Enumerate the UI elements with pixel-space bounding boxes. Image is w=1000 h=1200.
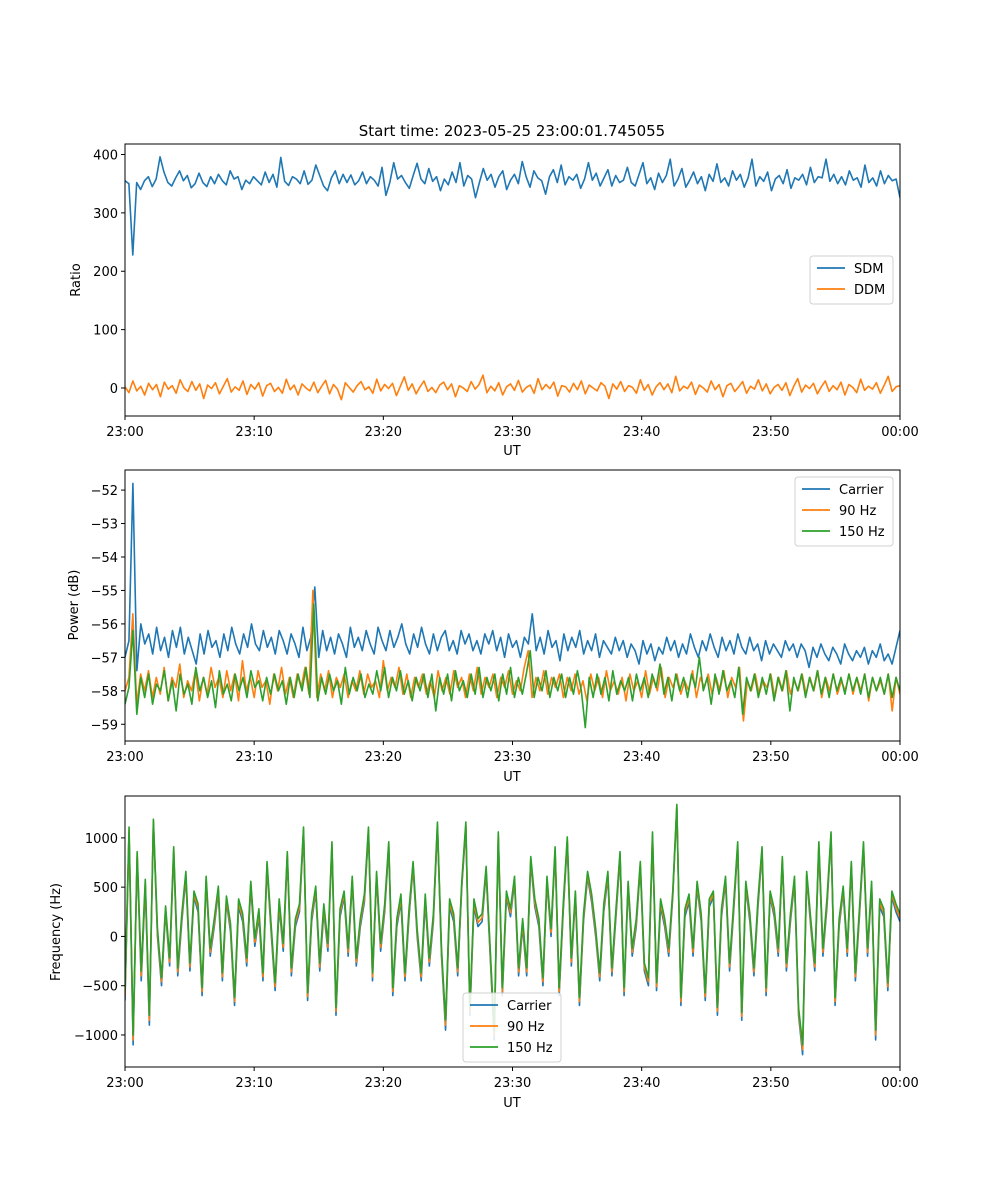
series-line-150-hz — [125, 803, 900, 1046]
y-tick-label: −1000 — [74, 1029, 118, 1044]
legend-label: 150 Hz — [507, 1041, 553, 1056]
y-tick-label: −59 — [91, 718, 118, 733]
legend-label: 150 Hz — [839, 525, 885, 540]
y-axis-label-frequency: Frequency (Hz) — [49, 883, 64, 981]
y-axis-label-power: Power (dB) — [67, 570, 82, 641]
x-axis-label-frequency: UT — [503, 1096, 521, 1111]
legend-label: Carrier — [507, 999, 552, 1014]
series-line-sdm — [125, 156, 900, 256]
y-tick-label: 200 — [93, 265, 118, 280]
x-tick-label: 23:20 — [365, 750, 402, 765]
x-tick-label: 23:30 — [494, 750, 531, 765]
y-tick-label: −58 — [91, 685, 118, 700]
x-tick-label: 23:00 — [106, 1076, 143, 1091]
y-tick-label: 400 — [93, 149, 118, 164]
legend-label: 90 Hz — [839, 504, 876, 519]
x-tick-label: 23:20 — [365, 425, 402, 440]
y-tick-label: −56 — [91, 618, 118, 633]
series-line-ddm — [125, 374, 900, 401]
legend-label: 90 Hz — [507, 1020, 544, 1035]
panel-frequency: 23:00 23:10 23:20 23:30 23:40 23:50 00:00 1000 5… — [49, 795, 919, 1111]
y-tick-label: 1000 — [85, 832, 118, 847]
x-axis-label-ratio: UT — [503, 444, 521, 459]
x-tick-label: 23:10 — [235, 425, 272, 440]
legend-label: SDM — [854, 262, 883, 277]
y-tick-label: −55 — [91, 584, 118, 599]
legend-box — [794, 476, 894, 547]
y-tick-label: 0 — [110, 930, 118, 945]
x-tick-label: 23:30 — [494, 1076, 531, 1091]
x-tick-label: 23:30 — [494, 425, 531, 440]
x-tick-label: 23:50 — [752, 1076, 789, 1091]
plot-area-power: 23:00 23:10 23:20 23:30 23:40 23:50 00:00 −52 −5… — [91, 469, 919, 765]
y-tick-label: −54 — [91, 551, 118, 566]
y-axis-label-ratio: Ratio — [69, 263, 84, 296]
y-tick-label: −57 — [91, 651, 118, 666]
y-tick-label: 300 — [93, 207, 118, 222]
x-tick-label: 00:00 — [881, 1076, 918, 1091]
legend-power: Carrier 90 Hz 150 Hz — [794, 476, 894, 547]
x-tick-label: 23:40 — [623, 425, 660, 440]
y-tick-label: −500 — [82, 980, 118, 995]
plot-area-ratio: 23:00 23:10 23:20 23:30 23:40 23:50 00:00 0 100 2… — [93, 143, 919, 440]
y-tick-label: 500 — [93, 881, 118, 896]
panel-power: 23:00 23:10 23:20 23:30 23:40 23:50 00:00 −52 −5… — [67, 469, 919, 785]
legend-frequency: Carrier 90 Hz 150 Hz — [462, 992, 562, 1063]
x-tick-label: 23:10 — [235, 750, 272, 765]
x-axis-label-power: UT — [503, 770, 521, 785]
y-tick-label: 0 — [110, 382, 118, 397]
x-tick-label: 00:00 — [881, 750, 918, 765]
y-tick-label: −52 — [91, 484, 118, 499]
panel-ratio: Start time: 2023-05-25 23:00:01.745055 2… — [69, 122, 919, 459]
x-tick-label: 23:40 — [623, 750, 660, 765]
legend-label: Carrier — [839, 483, 884, 498]
x-tick-label: 00:00 — [881, 425, 918, 440]
x-tick-label: 23:10 — [235, 1076, 272, 1091]
legend-label: DDM — [854, 283, 885, 298]
plot-area-frequency: 23:00 23:10 23:20 23:30 23:40 23:50 00:00 1000 5… — [74, 795, 919, 1091]
x-tick-label: 23:50 — [752, 425, 789, 440]
series-line-carrier — [125, 482, 900, 672]
y-tick-label: 100 — [93, 324, 118, 339]
y-tick-label: −53 — [91, 518, 118, 533]
chart-title: Start time: 2023-05-25 23:00:01.745055 — [359, 122, 665, 140]
series-line-150-hz — [125, 603, 900, 729]
legend-box — [462, 992, 562, 1063]
x-tick-label: 23:00 — [106, 425, 143, 440]
legend-ratio: SDM DDM — [809, 255, 894, 305]
x-tick-label: 23:50 — [752, 750, 789, 765]
x-tick-label: 23:20 — [365, 1076, 402, 1091]
x-tick-label: 23:40 — [623, 1076, 660, 1091]
x-tick-label: 23:00 — [106, 750, 143, 765]
